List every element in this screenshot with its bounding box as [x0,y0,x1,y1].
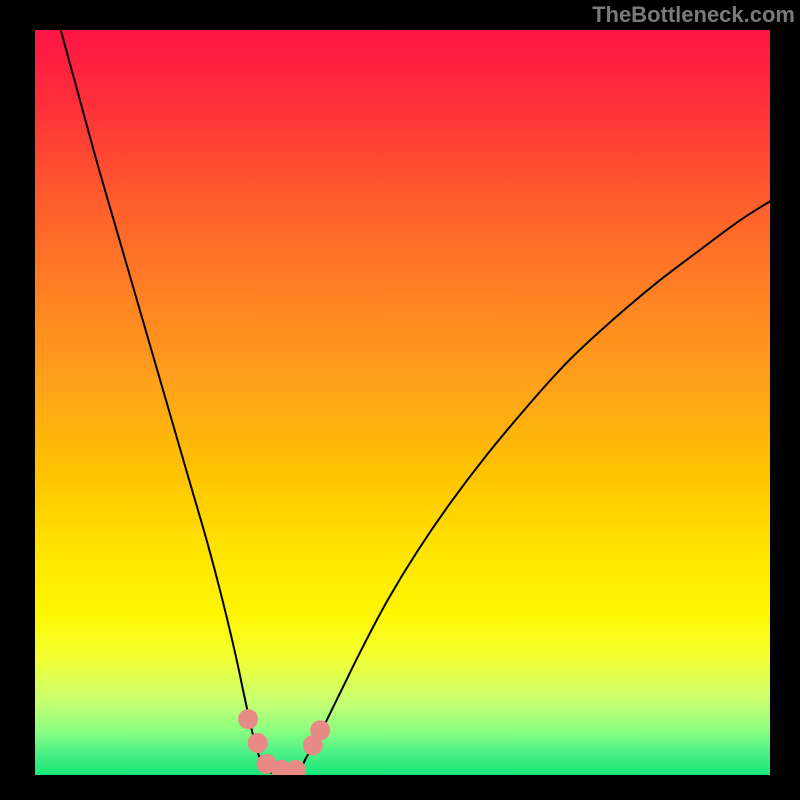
plot-svg [35,30,770,775]
marker-dot [238,709,258,729]
marker-dot [310,720,330,740]
plot-area [35,30,770,775]
plot-background [35,30,770,775]
marker-dot [248,733,268,753]
